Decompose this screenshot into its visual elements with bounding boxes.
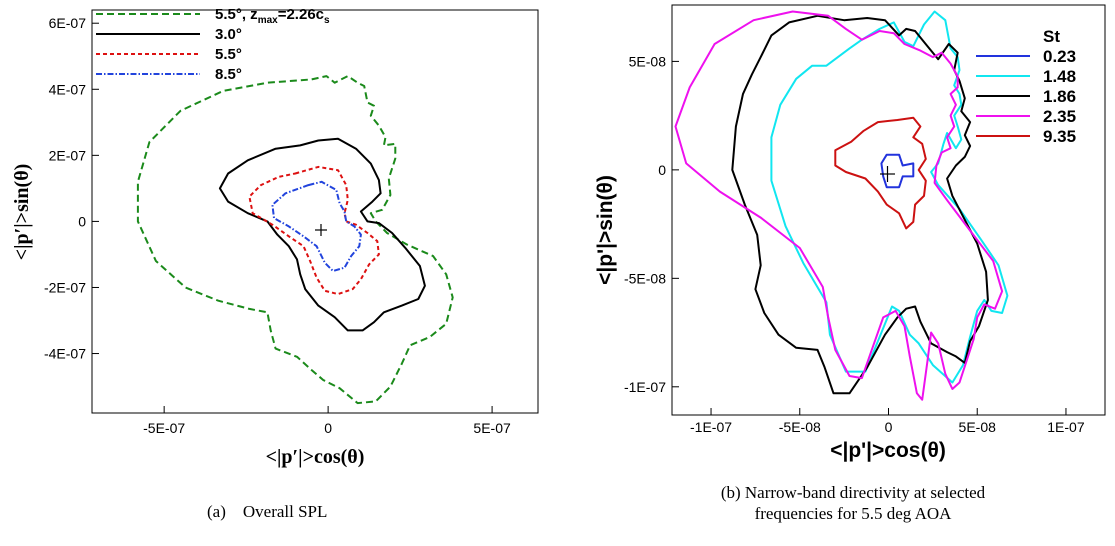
- legend-a-label-4: 8.5°: [215, 66, 242, 83]
- chart-b-ytick-label: 5E-08: [629, 53, 667, 69]
- chart-b-origin-marker: [880, 166, 895, 182]
- legend-b-label-2: 1.48: [1043, 67, 1076, 86]
- legend-a-label-1-sub2: s: [324, 15, 330, 26]
- chart-b-series-line-2: [770, 10, 1009, 384]
- legend-b-label-5: 9.35: [1043, 127, 1076, 146]
- legend-a-label-1-b: =2.26c: [278, 6, 324, 23]
- chart-a-ylabel: <|p′|>sin(θ): [11, 164, 33, 261]
- chart-a-xlabel: <|p′|>cos(θ): [266, 446, 365, 468]
- chart-b-ytick-label: -1E-07: [624, 379, 666, 395]
- chart-b-series-line-4: [674, 10, 1004, 401]
- chart-b-series-line-5: [834, 116, 927, 230]
- legend-a-label-1: 5.5°, z: [215, 6, 258, 23]
- legend-a-label-3: 5.5°: [215, 46, 242, 63]
- chart-a-curves: [136, 75, 454, 405]
- chart-a-series-line-2: [218, 137, 426, 332]
- chart-a-origin-marker: [315, 224, 327, 236]
- chart-a-ytick-label: -2E-07: [44, 279, 86, 295]
- chart-a-ytick-label: 2E-07: [49, 147, 87, 163]
- chart-b-legend: St 0.231.481.862.359.35: [976, 27, 1076, 146]
- chart-b-xtick-label: 5E-08: [959, 419, 997, 435]
- legend-b-label-3: 1.86: [1043, 87, 1076, 106]
- chart-a-series-line-3: [248, 165, 380, 296]
- chart-a-ytick-label: -4E-07: [44, 346, 86, 362]
- chart-b-series-line-3: [731, 14, 989, 395]
- chart-b-ylabel: <|p'|>sin(θ): [594, 175, 617, 285]
- chart-b-xtick-label: 0: [885, 419, 893, 435]
- chart-a: -5E-07 0 5E-07 6E-07 4E-07 2E-07 0 -2E-07 -4E-07…: [11, 6, 539, 521]
- chart-a-series-line-1: [136, 75, 454, 405]
- chart-a-ytick-label: 4E-07: [49, 81, 87, 97]
- chart-a-legend: 5.5°, zmax=2.26cs 3.0° 5.5° 8.5°: [96, 6, 330, 83]
- chart-b-frame: [671, 4, 1106, 416]
- chart-a-xtick-label: 0: [324, 420, 332, 436]
- chart-a-series-line-4: [271, 180, 362, 272]
- chart-a-frame: [91, 9, 539, 414]
- legend-b-title: St: [1043, 27, 1060, 46]
- chart-b: -1E-07 -5E-08 0 5E-08 1E-07 5E-08 0 -5E-08 -1E-0…: [594, 4, 1106, 523]
- svg-text:5.5°, zmax=2.26cs: 5.5°, zmax=2.26cs: [215, 6, 330, 26]
- chart-b-series-line-1: [880, 153, 915, 189]
- chart-b-caption-line-1: (b) Narrow-band directivity at selected: [721, 483, 986, 502]
- chart-b-caption-line-2: frequencies for 5.5 deg AOA: [755, 504, 953, 523]
- chart-b-ytick-label: -5E-08: [624, 270, 666, 286]
- chart-b-curves: [674, 10, 1009, 401]
- chart-b-xtick-label: -5E-08: [779, 419, 821, 435]
- chart-a-xtick-label: 5E-07: [473, 420, 511, 436]
- legend-a-label-1-sub: max: [258, 15, 278, 26]
- chart-a-caption: (a) Overall SPL: [207, 502, 327, 521]
- chart-b-xtick-label: -1E-07: [690, 419, 732, 435]
- legend-a-label-2: 3.0°: [215, 26, 242, 43]
- legend-b-label-4: 2.35: [1043, 107, 1076, 126]
- chart-a-ytick-label: 6E-07: [49, 15, 87, 31]
- legend-b-label-1: 0.23: [1043, 47, 1076, 66]
- chart-a-xtick-label: -5E-07: [143, 420, 185, 436]
- chart-b-xtick-label: 1E-07: [1047, 419, 1085, 435]
- chart-b-ytick-label: 0: [658, 162, 666, 178]
- chart-a-ytick-label: 0: [78, 213, 86, 229]
- chart-b-xlabel: <|p'|>cos(θ): [830, 439, 946, 462]
